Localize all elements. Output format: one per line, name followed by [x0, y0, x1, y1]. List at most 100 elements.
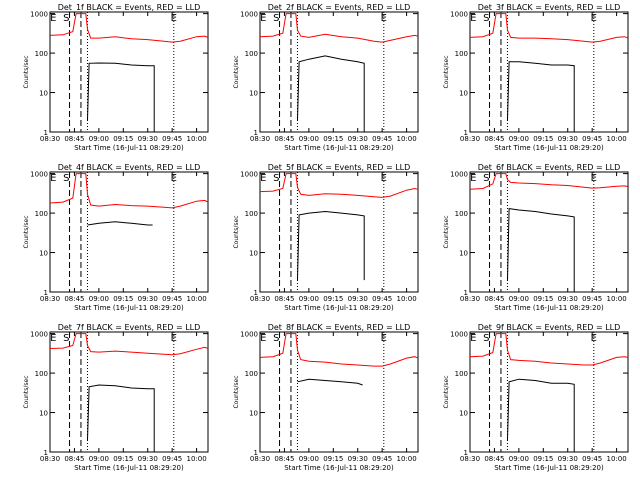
plot-frame: [49, 11, 209, 133]
x-tick-label: 10:00: [397, 135, 417, 143]
x-tick-label: 09:00: [509, 295, 529, 303]
x-tick-label: 10:00: [187, 295, 207, 303]
x-tick-label: 09:15: [323, 455, 343, 463]
lld-series-line: [259, 13, 419, 43]
marker-letter: E: [50, 333, 56, 344]
x-axis-label: Start Time (16-Jul-11 08:29:20): [284, 304, 394, 312]
y-tick-label: 10: [459, 250, 468, 258]
marker-letter: S: [63, 173, 69, 184]
marker-letter: S: [483, 173, 489, 184]
panel-title: Det_9f BLACK = Events, RED = LLD: [478, 323, 621, 332]
panel-title: Det_8f BLACK = Events, RED = LLD: [268, 323, 411, 332]
x-tick-label: 09:30: [348, 135, 368, 143]
events-series-line: [507, 378, 575, 452]
y-tick-label: 100: [35, 50, 48, 58]
marker-letter: E: [470, 173, 476, 184]
y-axis-label: Counts/sec: [443, 215, 450, 248]
lld-series-line: [49, 13, 209, 43]
lld-series-line: [259, 333, 419, 367]
x-tick-label: 09:45: [372, 295, 392, 303]
x-tick-label: 08:45: [64, 135, 84, 143]
x-tick-label: 09:45: [162, 135, 182, 143]
marker-letter: E: [381, 13, 387, 24]
x-tick-label: 09:15: [533, 295, 553, 303]
marker-letter: E: [50, 13, 56, 24]
panel-title: Det_1f BLACK = Events, RED = LLD: [58, 3, 201, 12]
x-tick-label: 10:00: [397, 295, 417, 303]
marker-letter: E: [591, 173, 597, 184]
events-series-line: [87, 221, 153, 226]
x-tick-label: 08:30: [40, 295, 60, 303]
events-series-line: [87, 62, 155, 132]
marker-letter: E: [50, 173, 56, 184]
panel-2: Det_2f BLACK = Events, RED = LLD 08:30 08:…: [233, 3, 419, 152]
x-tick-label: 09:45: [372, 455, 392, 463]
x-tick-label: 09:00: [299, 135, 319, 143]
panel-title: Det_7f BLACK = Events, RED = LLD: [58, 323, 201, 332]
x-tick-label: 08:45: [64, 295, 84, 303]
marker-letter: S: [273, 173, 279, 184]
y-tick-label: 10: [249, 250, 258, 258]
x-tick-label: 10:00: [607, 455, 627, 463]
x-tick-label: 10:00: [397, 455, 417, 463]
panel-title: Det_2f BLACK = Events, RED = LLD: [268, 3, 411, 12]
events-series-line: [297, 55, 365, 132]
x-tick-label: 09:30: [138, 295, 158, 303]
y-tick-label: 1: [464, 449, 468, 457]
y-tick-label: 1000: [30, 11, 48, 19]
y-tick-label: 1000: [450, 331, 468, 339]
panel-5: Det_5f BLACK = Events, RED = LLD 08:30 08:…: [233, 163, 419, 312]
marker-letter: E: [470, 333, 476, 344]
lld-series-line: [469, 333, 629, 366]
y-axis-label: Counts/sec: [233, 375, 240, 408]
y-tick-label: 100: [35, 370, 48, 378]
marker-letter: S: [273, 333, 279, 344]
y-tick-label: 1000: [240, 11, 258, 19]
lld-series-line: [469, 13, 629, 43]
events-series-line: [507, 61, 575, 132]
x-tick-label: 09:45: [582, 295, 602, 303]
x-tick-label: 08:30: [40, 135, 60, 143]
x-tick-label: 10:00: [607, 135, 627, 143]
x-axis-label: Start Time (16-Jul-11 08:29:20): [284, 464, 394, 472]
panel-7: Det_7f BLACK = Events, RED = LLD 08:30 08:…: [23, 323, 209, 472]
y-axis-label: Counts/sec: [233, 55, 240, 88]
y-tick-label: 1000: [450, 11, 468, 19]
x-tick-label: 09:30: [558, 135, 578, 143]
x-tick-label: 09:00: [509, 455, 529, 463]
panel-title: Det_6f BLACK = Events, RED = LLD: [478, 163, 621, 172]
x-tick-label: 09:45: [372, 135, 392, 143]
x-tick-label: 08:45: [274, 135, 294, 143]
lld-series-line: [259, 173, 419, 198]
x-tick-label: 08:45: [484, 135, 504, 143]
x-tick-label: 09:15: [533, 455, 553, 463]
plot-frame: [49, 331, 209, 453]
marker-letter: E: [171, 173, 177, 184]
marker-letter: S: [63, 333, 69, 344]
plot-frame: [259, 171, 419, 293]
y-tick-label: 100: [455, 370, 468, 378]
x-tick-label: 09:45: [582, 455, 602, 463]
x-tick-label: 08:30: [460, 135, 480, 143]
y-tick-label: 10: [459, 410, 468, 418]
x-tick-label: 09:00: [509, 135, 529, 143]
events-series-line: [297, 210, 365, 281]
marker-letter: E: [381, 173, 387, 184]
marker-letter: E: [381, 333, 387, 344]
x-tick-label: 08:30: [250, 455, 270, 463]
panel-6: Det_6f BLACK = Events, RED = LLD 08:30 08:…: [443, 163, 629, 312]
x-tick-label: 09:30: [138, 135, 158, 143]
y-tick-label: 10: [459, 90, 468, 98]
x-axis-label: Start Time (16-Jul-11 08:29:20): [74, 464, 184, 472]
y-tick-label: 10: [39, 90, 48, 98]
x-tick-label: 09:45: [162, 295, 182, 303]
x-tick-label: 08:45: [274, 455, 294, 463]
x-axis-label: Start Time (16-Jul-11 08:29:20): [284, 144, 394, 152]
x-tick-label: 08:45: [274, 295, 294, 303]
y-axis-label: Counts/sec: [23, 55, 30, 88]
x-tick-label: 10:00: [607, 295, 627, 303]
events-series-line: [87, 384, 155, 452]
panel-9: Det_9f BLACK = Events, RED = LLD 08:30 08:…: [443, 323, 629, 472]
x-tick-label: 09:15: [323, 295, 343, 303]
x-axis-label: Start Time (16-Jul-11 08:29:20): [494, 144, 604, 152]
